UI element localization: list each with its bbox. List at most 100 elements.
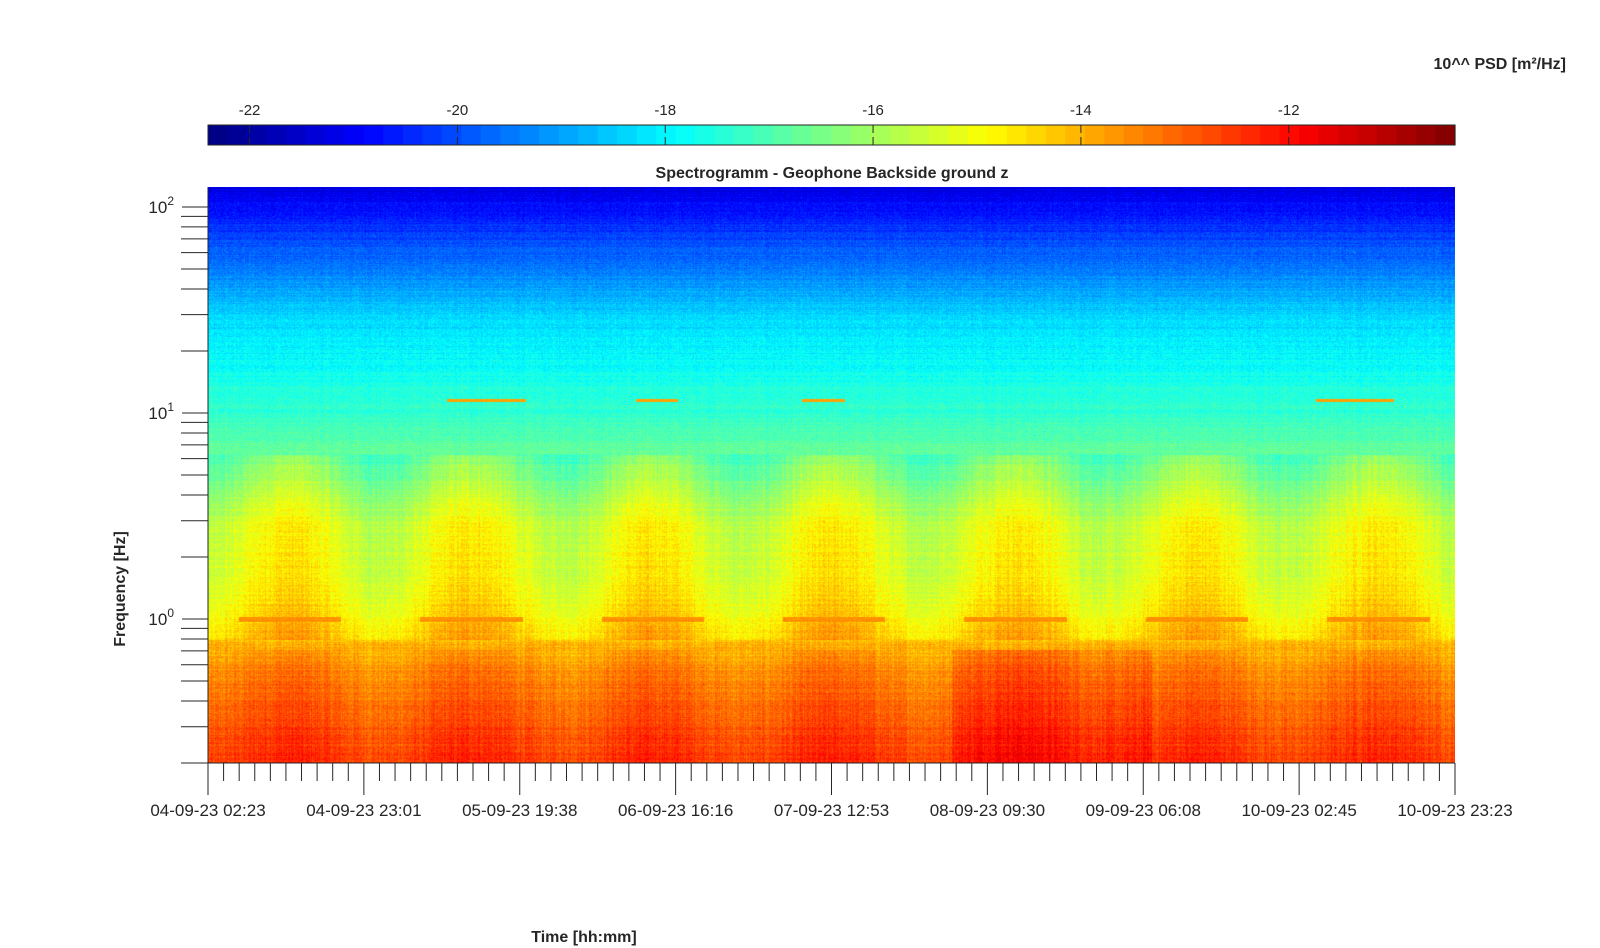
colorbar-tick-label: -20 [447,102,469,119]
y-tick-exponent: 0 [167,606,174,620]
colorbar-label: 10^^ PSD [m²/Hz] [1434,56,1566,73]
y-tick-base: 10 [148,610,167,629]
x-tick-label: 04-09-23 02:23 [150,801,265,820]
colorbar-step [266,125,287,145]
colorbar-step [792,125,813,145]
colorbar-step [850,125,872,145]
y-tick-label: 100 [148,606,174,629]
colorbar-step [402,125,423,145]
y-tick-exponent: 2 [167,194,174,208]
colorbar-step [441,125,462,145]
colorbar-step [773,125,794,145]
colorbar-frame [207,124,1456,146]
colorbar-gradient [208,125,1456,145]
colorbar-step [285,125,307,145]
colorbar-step [558,125,579,145]
colorbar-step [1045,125,1066,145]
colorbar-step [1084,125,1105,145]
y-tick-label: 101 [148,400,174,423]
colorbar-tick-label: -14 [1070,102,1092,119]
colorbar-step [734,125,755,145]
colorbar-step [539,125,560,145]
y-tick-base: 10 [148,404,167,423]
colorbar-step [714,125,735,145]
colorbar-tick-label: -18 [654,102,676,119]
x-tick-label: 04-09-23 23:01 [306,801,421,820]
colorbar-step [1221,125,1242,145]
colorbar-step [1104,125,1125,145]
colorbar-step [383,125,404,145]
colorbar-step [227,125,248,145]
colorbar-step [578,125,599,145]
x-tick-label: 10-09-23 23:23 [1397,801,1512,820]
colorbar-step [1357,125,1378,145]
colorbar-step [1260,125,1281,145]
colorbar-step [363,125,384,145]
x-axis: 04-09-23 02:23 04-09-23 23:01 05-09-23 19:… [150,762,1513,820]
colorbar-step [948,125,969,145]
colorbar-step [305,125,326,145]
colorbar-step [1201,125,1222,145]
colorbar-step [812,125,833,145]
colorbar-step [1162,125,1183,145]
colorbar-tick-label: -16 [862,102,884,119]
colorbar-step [1377,125,1398,145]
colorbar-step [831,125,852,145]
spectrogram-heatmap [208,187,1455,763]
colorbar-step [1416,125,1437,145]
colorbar-step [1338,125,1359,145]
colorbar-step [967,125,988,145]
colorbar-tick-label: -12 [1278,102,1300,119]
colorbar-step [1279,125,1300,145]
x-tick-label: 09-09-23 06:08 [1086,801,1201,820]
colorbar-step [1240,125,1261,145]
colorbar-step [344,125,365,145]
colorbar-step [695,125,716,145]
colorbar-step [928,125,949,145]
colorbar-step [597,125,618,145]
colorbar-step [1396,125,1417,145]
colorbar-step [208,125,229,145]
colorbar-step [1182,125,1203,145]
colorbar: 10^^ PSD [m²/Hz] -22 -20 -18 -16 -14 -12 [207,56,1566,146]
colorbar-step [870,125,891,145]
colorbar-step [889,125,911,145]
y-axis-label: Frequency [Hz] [112,531,129,647]
y-tick-exponent: 1 [167,400,174,414]
colorbar-step [500,125,521,145]
colorbar-step [519,125,540,145]
x-tick-label: 06-09-23 16:16 [618,801,733,820]
x-axis-label: Time [hh:mm] [531,929,636,946]
colorbar-step [617,125,638,145]
colorbar-tick-label: -22 [239,102,261,119]
x-tick-label: 08-09-23 09:30 [930,801,1045,820]
colorbar-step [246,125,268,145]
colorbar-step [461,125,482,145]
colorbar-step [1299,125,1320,145]
colorbar-ticks: -22 -20 -18 -16 -14 -12 [239,102,1300,145]
x-tick-label: 07-09-23 12:53 [774,801,889,820]
colorbar-step [675,125,696,145]
colorbar-step [1143,125,1164,145]
colorbar-step [422,125,443,145]
colorbar-step [324,125,345,145]
colorbar-step [753,125,774,145]
colorbar-step [480,125,501,145]
chart-title: Spectrogramm - Geophone Backside ground … [656,165,1009,182]
x-tick-label: 05-09-23 19:38 [462,801,577,820]
colorbar-step [1006,125,1027,145]
colorbar-step [1065,125,1086,145]
colorbar-step [656,125,677,145]
x-tick-label: 10-09-23 02:45 [1241,801,1356,820]
y-tick-label: 102 [148,194,174,217]
colorbar-step [1318,125,1339,145]
colorbar-step [1123,125,1144,145]
colorbar-step [909,125,930,145]
colorbar-step [1026,125,1047,145]
y-tick-base: 10 [148,198,167,217]
colorbar-step [987,125,1008,145]
colorbar-step [636,125,657,145]
